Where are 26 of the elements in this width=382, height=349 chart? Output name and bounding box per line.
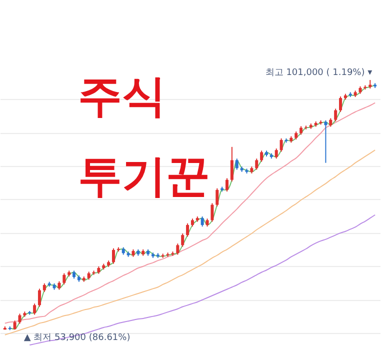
candlestick — [33, 303, 36, 316]
candlestick — [324, 120, 328, 164]
candlestick — [235, 158, 238, 170]
candlestick — [226, 178, 229, 192]
candlestick — [176, 243, 180, 256]
candlestick — [230, 146, 234, 182]
candlestick — [339, 96, 342, 112]
candlestick — [200, 216, 204, 228]
candlestick — [181, 232, 184, 248]
candlestick — [62, 272, 66, 285]
candlestick — [38, 288, 41, 308]
candlestick — [304, 125, 308, 130]
candlestick — [186, 222, 190, 238]
candlestick — [216, 188, 219, 207]
candlestick — [274, 148, 278, 160]
candlestick — [255, 158, 258, 170]
candlestick — [280, 138, 283, 152]
chart-title: 주식 — [78, 71, 166, 122]
candlestick — [260, 150, 264, 162]
text: 최고 101,000 ( 1.19%) ▾ — [265, 68, 373, 78]
candlestick — [112, 248, 116, 264]
candlestick — [13, 320, 16, 330]
candlestick — [334, 108, 338, 122]
text: 투기꾼 — [78, 151, 210, 202]
candlestick — [18, 313, 22, 324]
candlestick — [210, 202, 214, 222]
